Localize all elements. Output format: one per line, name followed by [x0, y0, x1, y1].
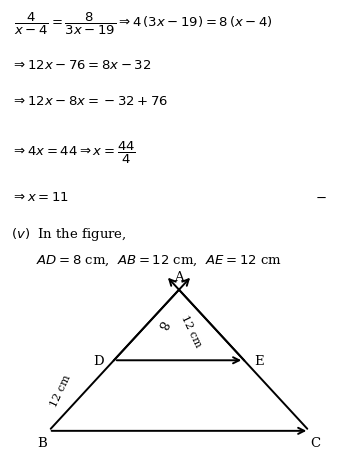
Text: $(v)$  In the figure,: $(v)$ In the figure, [11, 226, 126, 243]
Text: 8: 8 [154, 317, 169, 330]
Text: $\Rightarrow 12x - 8x = -32 + 76$: $\Rightarrow 12x - 8x = -32 + 76$ [11, 95, 168, 108]
Text: 12 cm: 12 cm [179, 313, 203, 348]
Text: B: B [38, 436, 47, 449]
Text: $-$: $-$ [315, 190, 327, 203]
Text: A: A [174, 271, 184, 283]
Text: C: C [311, 436, 321, 449]
Text: $\Rightarrow 12x - 76 = 8x - 32$: $\Rightarrow 12x - 76 = 8x - 32$ [11, 59, 151, 72]
Text: $\Rightarrow x = 11$: $\Rightarrow x = 11$ [11, 190, 69, 203]
Text: E: E [254, 354, 263, 367]
Text: $\dfrac{4}{x-4} = \dfrac{8}{3x-19} \Rightarrow 4\,(3x-19) = 8\,(x-4)$: $\dfrac{4}{x-4} = \dfrac{8}{3x-19} \Righ… [14, 11, 273, 37]
Text: $AD = 8$ cm,  $AB = 12$ cm,  $AE = 12$ cm: $AD = 8$ cm, $AB = 12$ cm, $AE = 12$ cm [36, 253, 282, 268]
Text: D: D [93, 354, 104, 367]
Text: 12 cm: 12 cm [49, 373, 73, 408]
Text: $\Rightarrow 4x = 44 \Rightarrow x = \dfrac{44}{4}$: $\Rightarrow 4x = 44 \Rightarrow x = \df… [11, 140, 136, 166]
